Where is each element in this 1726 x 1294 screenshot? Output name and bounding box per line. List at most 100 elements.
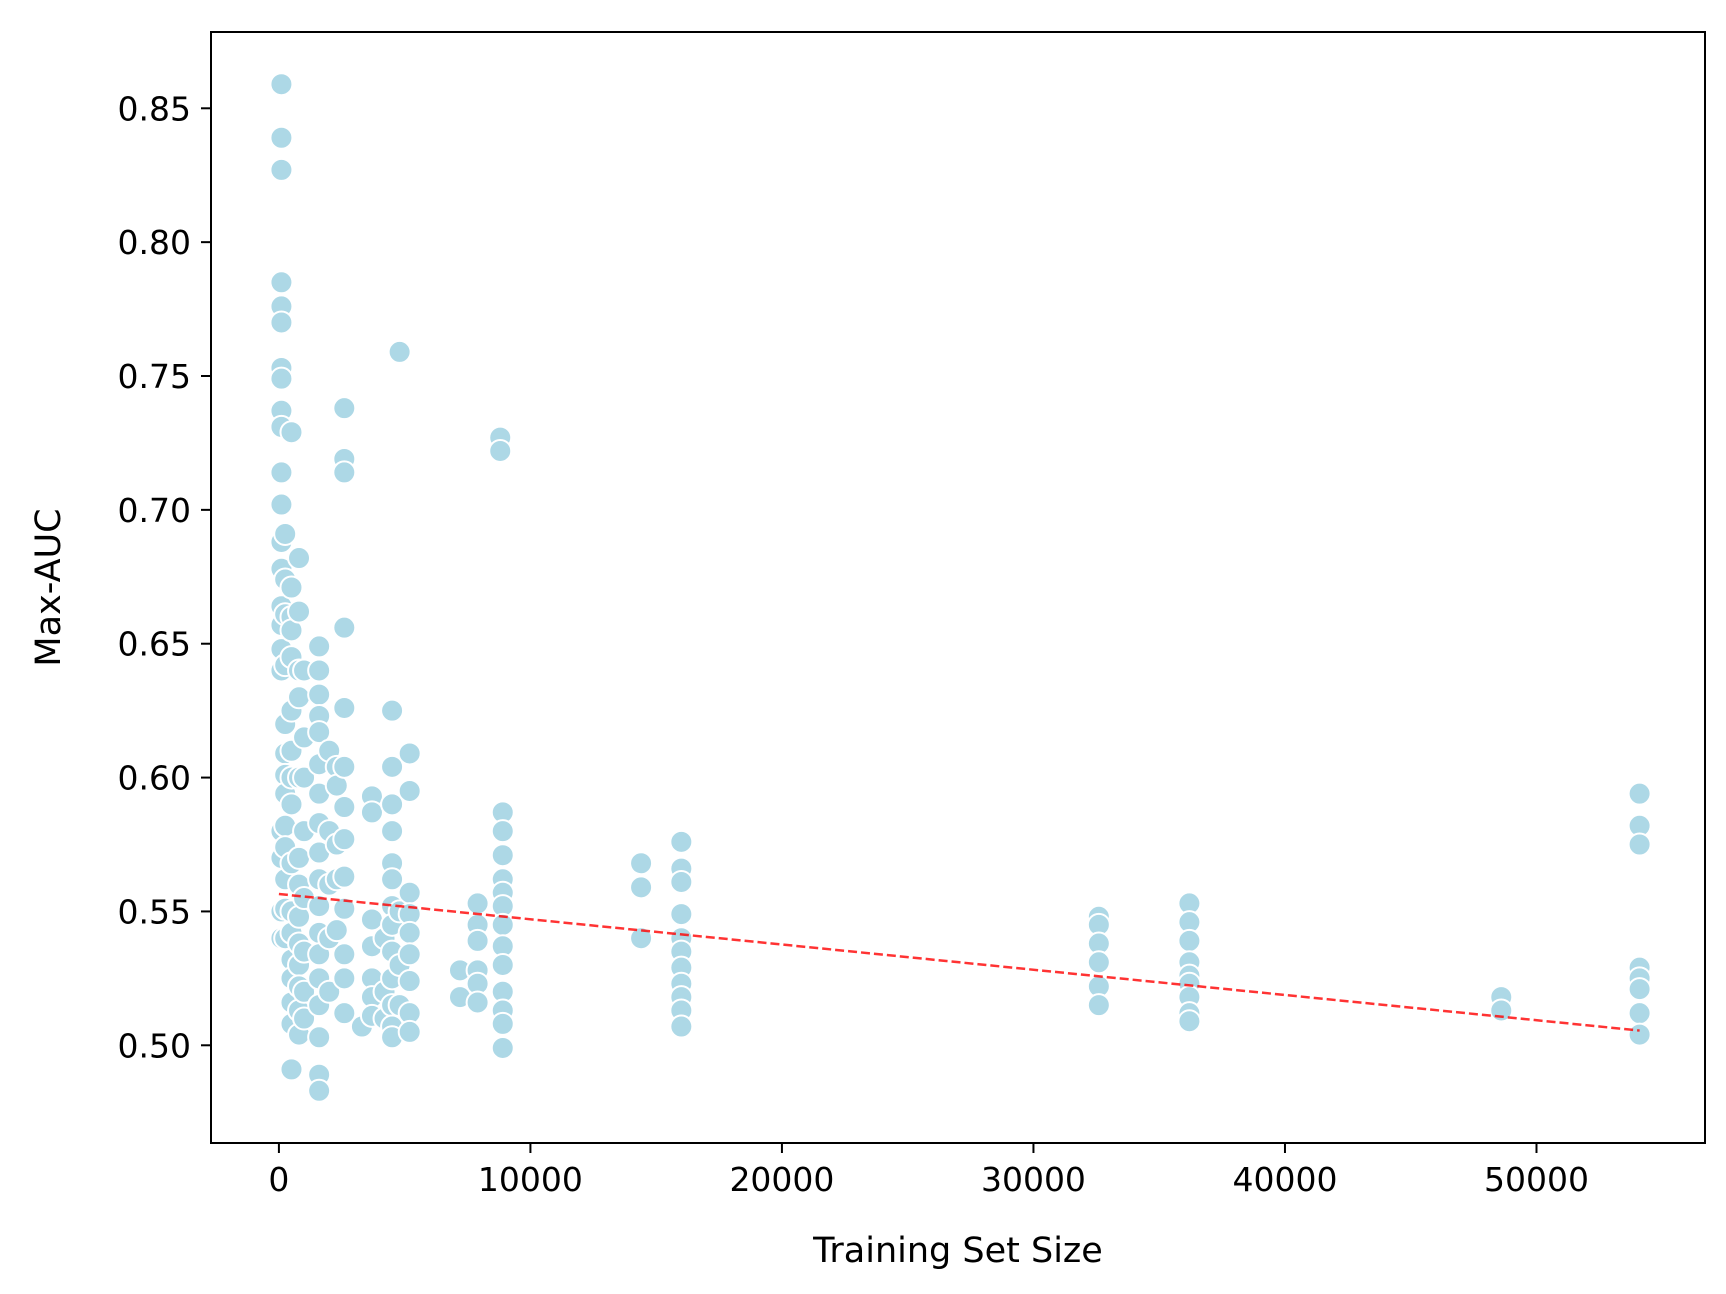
data-point	[332, 754, 357, 779]
data-point	[380, 698, 405, 723]
data-point	[269, 125, 294, 150]
data-point	[269, 157, 294, 182]
data-point	[669, 829, 694, 854]
data-point	[669, 869, 694, 894]
data-point	[1627, 1022, 1652, 1047]
data-point	[380, 819, 405, 844]
data-point	[332, 966, 357, 991]
data-point	[332, 942, 357, 967]
data-point	[669, 902, 694, 927]
y-axis-label: Max-AUC	[29, 508, 69, 666]
data-point	[273, 521, 298, 546]
y-tick-label: 0.70	[118, 491, 191, 530]
y-tick-label: 0.85	[118, 89, 191, 128]
data-point	[380, 867, 405, 892]
y-tick-label: 0.80	[118, 223, 191, 262]
data-point	[1627, 781, 1652, 806]
data-point	[287, 685, 312, 710]
y-tick-label: 0.60	[118, 759, 191, 798]
data-points	[269, 72, 1652, 1103]
x-tick-label: 0	[268, 1160, 289, 1199]
data-point	[269, 72, 294, 97]
data-point	[307, 658, 332, 683]
data-point	[332, 615, 357, 640]
data-point	[269, 366, 294, 391]
data-point	[1627, 832, 1652, 857]
x-axis-label: Training Set Size	[812, 1231, 1103, 1271]
data-point	[292, 765, 317, 790]
data-point	[307, 720, 332, 745]
data-point	[465, 891, 490, 916]
data-point	[279, 1057, 304, 1082]
y-tick-label: 0.65	[118, 625, 191, 664]
data-point	[629, 851, 654, 876]
data-point	[307, 1025, 332, 1050]
data-point	[1086, 950, 1111, 975]
data-point	[397, 920, 422, 945]
data-point	[397, 741, 422, 766]
data-point	[397, 880, 422, 905]
data-point	[332, 864, 357, 889]
data-point	[397, 778, 422, 803]
data-point	[307, 682, 332, 707]
data-point	[490, 1011, 515, 1036]
data-point	[269, 460, 294, 485]
data-point	[324, 918, 349, 943]
data-point	[292, 1006, 317, 1031]
data-point	[332, 795, 357, 820]
data-point	[669, 1014, 694, 1039]
data-point	[490, 952, 515, 977]
data-point	[490, 1035, 515, 1060]
y-tick-label: 0.50	[118, 1026, 191, 1065]
data-point	[287, 599, 312, 624]
data-point	[359, 907, 384, 932]
data-point	[269, 492, 294, 517]
plot-frame	[210, 31, 1706, 1144]
trend-line-group	[278, 892, 1640, 1032]
data-point	[287, 845, 312, 870]
data-point	[490, 843, 515, 868]
data-point	[359, 800, 384, 825]
data-point	[1627, 977, 1652, 1002]
data-point	[292, 979, 317, 1004]
data-point	[629, 875, 654, 900]
data-point	[332, 827, 357, 852]
data-point	[332, 460, 357, 485]
y-tick-label: 0.55	[118, 892, 191, 931]
data-point	[1086, 993, 1111, 1018]
data-point	[465, 928, 490, 953]
data-point	[287, 546, 312, 571]
data-point	[317, 979, 342, 1004]
data-point	[387, 339, 412, 364]
data-point	[332, 1001, 357, 1026]
data-point	[307, 1078, 332, 1103]
data-point	[332, 695, 357, 720]
x-tick-label: 10000	[478, 1160, 583, 1199]
data-point	[490, 819, 515, 844]
trend-line	[278, 892, 1640, 1032]
x-tick-label: 50000	[1484, 1160, 1589, 1199]
data-point	[279, 420, 304, 445]
x-axis-ticks: 0 10000 20000 30000 40000 50000	[268, 1143, 1589, 1199]
y-tick-label: 0.75	[118, 357, 191, 396]
data-point	[380, 754, 405, 779]
data-point	[279, 792, 304, 817]
data-point	[465, 990, 490, 1015]
data-point	[269, 270, 294, 295]
data-point	[397, 969, 422, 994]
x-tick-label: 30000	[981, 1160, 1086, 1199]
data-point	[1177, 1009, 1202, 1034]
data-point	[397, 1019, 422, 1044]
y-axis-ticks: 0.50 0.55 0.60 0.65 0.70 0.75 0.80 0.85	[118, 89, 211, 1065]
data-point	[307, 634, 332, 659]
data-point	[332, 396, 357, 421]
data-point	[1177, 928, 1202, 953]
data-point	[269, 310, 294, 335]
data-point	[332, 896, 357, 921]
x-tick-label: 20000	[729, 1160, 834, 1199]
data-point	[1627, 1001, 1652, 1026]
data-point	[380, 792, 405, 817]
data-point	[279, 575, 304, 600]
x-tick-label: 40000	[1232, 1160, 1337, 1199]
